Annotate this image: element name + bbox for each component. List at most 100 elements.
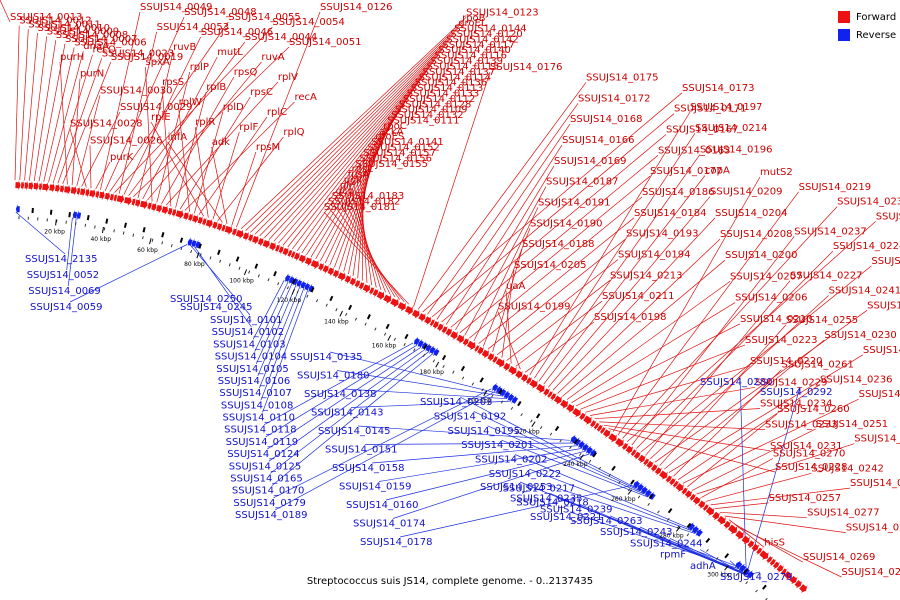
leader-line [497,311,521,370]
forward-label: SSUJS14_0155 [356,159,429,170]
leader-line [612,176,761,432]
minor-tick [627,488,631,492]
repeat-marker [724,553,730,559]
forward-label: gcp [336,186,354,197]
leader-line [271,353,433,486]
leader-line [664,339,825,470]
leader-line [617,191,799,436]
forward-label: SSUJS14_0209 [710,187,783,198]
forward-label: mutL [217,47,243,58]
forward-gene-23 [124,196,132,206]
forward-gene-52 [275,243,280,254]
repeat-marker [517,400,522,407]
forward-gene-17 [95,189,100,200]
forward-label: SSUJS14_0173 [682,83,755,94]
leader-line [334,125,388,268]
forward-label: purN [80,69,104,80]
forward-gene-57 [293,252,300,262]
minor-tick [618,480,621,485]
forward-gene-99 [520,374,528,383]
reverse-gene-39 [734,560,743,569]
leader-line [645,280,791,456]
forward-gene-62 [322,264,329,274]
reverse-label: SSUJS14_0119 [226,437,299,448]
forward-label: SSUJS14_0267 [846,523,900,534]
forward-label: SSUJS14_0207 [730,271,803,282]
leader-line [571,302,736,404]
leader-line [67,218,77,287]
forward-gene-130 [669,478,676,486]
leader-line [66,217,73,271]
forward-label: SSUJS14_0166 [562,135,635,146]
forward-gene-10 [59,184,64,194]
repeat-marker [329,295,334,302]
reverse-gene-25 [570,434,577,443]
leader-line [631,236,795,446]
reverse-label: SSUJS14_0104 [215,352,288,363]
minor-tick [471,382,475,386]
forward-label: SSUJS14_0142 [446,34,519,45]
forward-gene-7 [42,182,50,193]
forward-label: SSUJS14_0028 [70,119,143,130]
forward-label: SSUJS14_0175 [586,72,659,83]
leader-line [431,113,675,318]
reverse-label: SSUJS14_0174 [353,519,426,530]
leader-line [95,161,111,190]
reverse-gene-22 [503,390,511,399]
forward-label: rplP [190,62,209,73]
forward-label: SSUJS14_0219 [799,182,872,193]
leader-line [48,51,84,183]
forward-label: ruvA [261,52,284,63]
reverse-label: SSUJS14_0170 [232,486,305,497]
minor-tick [364,322,367,326]
forward-label: purK [110,152,134,163]
minor-tick [325,303,328,307]
reverse-gene-20 [495,385,503,394]
forward-label: SSUJS14_0183 [332,191,405,202]
forward-label: adk [212,137,230,148]
forward-label: SSUJS14_0236 [820,374,893,385]
forward-gene-76 [397,302,406,312]
repeat-marker [479,377,484,383]
reverse-gene-17 [429,345,436,355]
major-tick [149,238,152,245]
forward-gene-158 [799,584,808,593]
minor-tick [442,364,445,369]
leader-line [482,228,531,347]
minor-tick [84,223,87,227]
leader-line [69,128,87,188]
leader-line [38,43,66,182]
forward-label: rpoB [462,13,486,24]
major-tick [196,252,200,259]
reverse-label: SSUJS14_0106 [218,376,290,387]
forward-gene-11 [64,184,71,195]
forward-label: SSUJS14_0190 [530,218,603,229]
forward-gene-121 [630,448,637,457]
minor-tick [706,548,709,552]
minor-tick [383,332,387,336]
tick-label: 280 kbp [659,533,684,540]
leader-line [659,324,786,466]
forward-gene-115 [599,426,606,435]
reverse-label: SSUJS14_0263 [570,516,643,527]
leader-line [534,133,696,379]
reverse-label: SSUJS14_0192 [434,411,507,422]
forward-label: SSUJS14_0116 [435,51,508,62]
major-tick [339,310,343,317]
leader-line [123,36,202,195]
forward-gene-94 [492,355,499,364]
reverse-gene-14 [417,339,424,348]
reverse-gene-8 [292,276,299,286]
leader-line [0,0,11,23]
leader-line [245,22,463,231]
leader-line [710,487,851,506]
minor-tick [559,439,563,443]
reverse-label: SSUJS14_0125 [229,461,301,472]
leader-line [705,472,812,502]
forward-label: SSUJS14_0049 [140,2,213,13]
leader-line [492,249,523,353]
forward-gene-75 [390,298,399,308]
reverse-gene-5 [195,239,201,250]
repeat-marker [611,465,616,471]
minor-tick [539,426,543,430]
